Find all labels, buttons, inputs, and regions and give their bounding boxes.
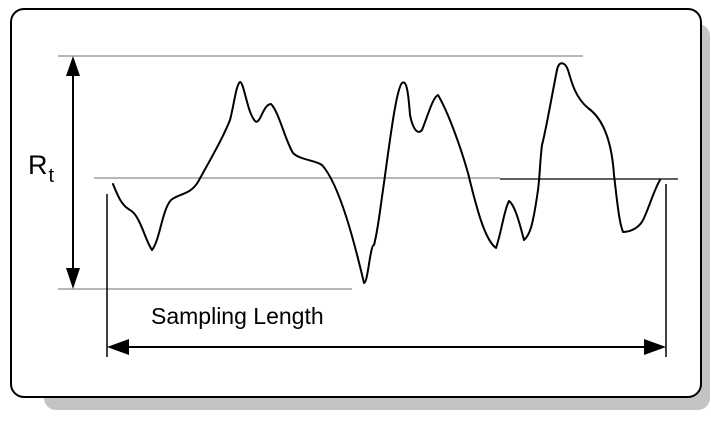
sampling-arrow-right-icon <box>644 339 666 355</box>
diagram-frame <box>10 8 702 398</box>
rt-label: Rt <box>28 150 54 187</box>
rt-arrow-down-icon <box>66 268 80 289</box>
sampling-arrow-left-icon <box>107 339 129 355</box>
rt-label-subscript: t <box>48 165 55 187</box>
surface-profile-curve <box>112 62 661 284</box>
rt-arrow-up-icon <box>66 56 80 76</box>
rt-label-main: R <box>28 150 48 180</box>
rt-dimension-arrow <box>66 56 80 289</box>
sampling-length-arrow <box>107 339 666 355</box>
sampling-length-label: Sampling Length <box>151 303 324 329</box>
